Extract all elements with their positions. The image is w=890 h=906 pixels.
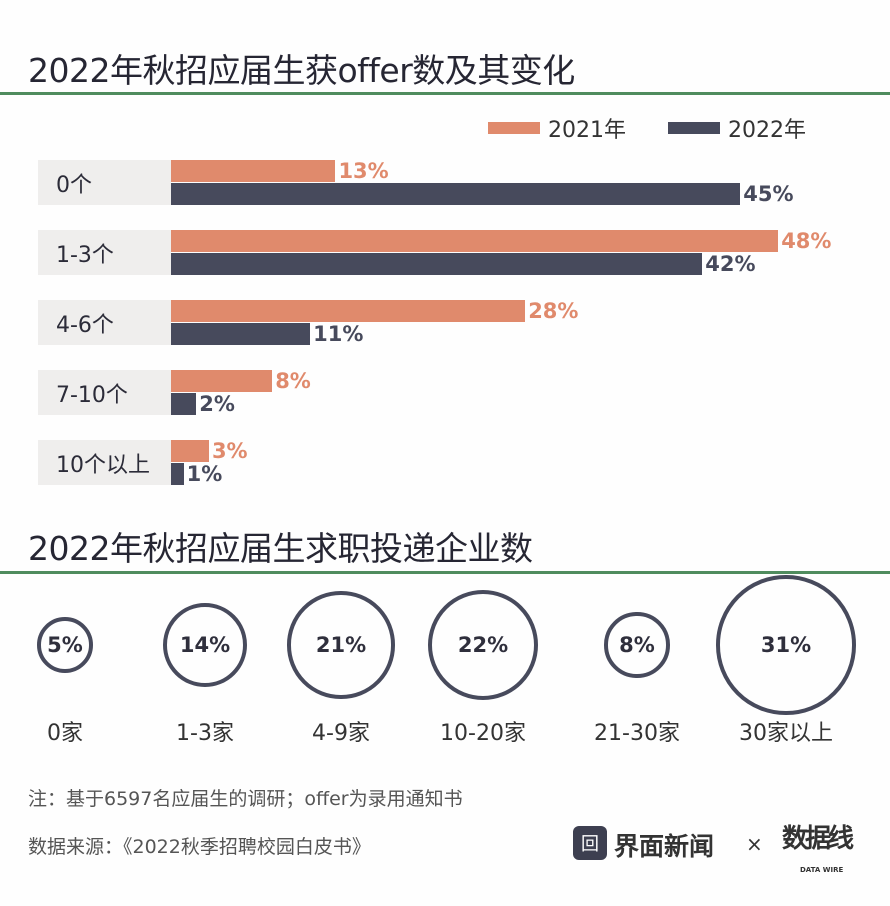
legend-2021: 2021年 [488,112,626,144]
bar-value-label: 45% [743,182,794,206]
source: 数据来源：《2022秋季招聘校园白皮书》 [28,836,371,858]
bar-value-label: 1% [186,462,223,486]
bubble: 8% [604,612,670,678]
category-label: 7-10个 [38,370,171,415]
brand-logo-icon: 回 [573,826,607,860]
bar-2022 [171,393,197,415]
bubble-label: 10-20家 [440,721,526,746]
times-sign: × [746,832,763,856]
bubble: 31% [716,575,856,715]
bar-value-label: 11% [313,322,364,346]
chart1-title: 2022年秋招应届生获offer数及其变化 [28,51,575,90]
bar-2022 [171,463,184,485]
bubble-label: 4-9家 [312,721,370,746]
bubble: 5% [37,617,93,673]
bar-2022 [171,323,311,345]
bar-value-label: 3% [211,439,248,463]
category-label: 4-6个 [38,300,171,345]
category-label: 1-3个 [38,230,171,275]
divider [0,571,890,574]
bar-2022 [171,253,703,275]
bar-value-label: 8% [275,369,311,393]
bubble: 22% [427,589,539,701]
bar-2021 [171,440,209,462]
note: 注：基于6597名应届生的调研；offer为录用通知书 [28,788,463,810]
legend-swatch-2022 [668,122,720,134]
category-label: 0个 [38,160,171,205]
category-label: 10个以上 [38,440,171,485]
bubble-label: 0家 [47,721,83,746]
divider [0,92,890,95]
bar-value-label: 2% [199,392,235,416]
bar-2021 [171,160,336,182]
bar-value-label: 13% [338,159,389,183]
brand-name: 界面新闻 [614,832,715,861]
bar-value-label: 42% [705,252,756,276]
bar-value-label: 28% [528,299,579,323]
legend-label: 2021年 [548,118,626,143]
bar-2022 [171,183,741,205]
bar-value-label: 48% [781,229,832,253]
datawire-sub: DATA WIRE [800,866,844,874]
bar-2021 [171,230,779,252]
bar-2021 [171,300,526,322]
bar-2021 [171,370,273,392]
bubble-label: 1-3家 [176,721,234,746]
legend-label: 2022年 [728,118,806,143]
bubble-label: 30家以上 [739,721,833,746]
bubble-label: 21-30家 [594,721,680,746]
chart2-title: 2022年秋招应届生求职投递企业数 [28,529,533,568]
bubble: 21% [287,591,395,699]
legend-2022: 2022年 [668,112,806,144]
bubble: 14% [162,602,248,688]
legend-swatch-2021 [488,122,540,134]
datawire-logo: 数据线 [782,824,854,854]
